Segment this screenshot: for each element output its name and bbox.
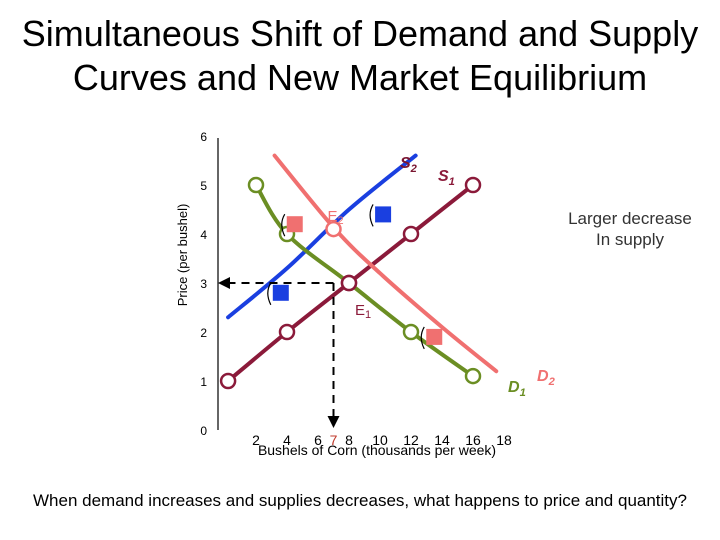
x-tick-label: 7 bbox=[330, 432, 338, 448]
equilibrium-label: E1 bbox=[355, 302, 371, 321]
shift-arrow-box bbox=[272, 284, 289, 301]
y-tick-label: 2 bbox=[200, 326, 207, 340]
y-tick-label: 3 bbox=[200, 277, 207, 291]
x-tick-label: 4 bbox=[283, 432, 291, 448]
data-point bbox=[402, 323, 420, 341]
equilibrium-point bbox=[340, 274, 358, 292]
x-tick-label: 6 bbox=[314, 432, 322, 448]
x-tick-label: 18 bbox=[496, 432, 512, 448]
price-guide-arrowhead bbox=[218, 277, 230, 289]
y-tick-label: 5 bbox=[200, 179, 207, 193]
shift-arrow-tail bbox=[369, 204, 374, 227]
x-axis-label: Bushels of Corn (thousands per week) bbox=[258, 442, 496, 458]
shift-arrow-tail bbox=[267, 282, 272, 306]
shift-arrow-tail bbox=[281, 213, 286, 237]
curve-label-s2: S2 bbox=[400, 155, 418, 175]
y-tick-label: 0 bbox=[200, 424, 207, 438]
x-tick-label: 12 bbox=[403, 432, 419, 448]
y-axis-label: Price (per bushel) bbox=[175, 204, 190, 307]
annotation-note: Larger decrease In supply bbox=[540, 208, 720, 250]
title-line-2: Curves and New Market Equilibrium bbox=[72, 57, 648, 98]
y-tick-label: 6 bbox=[200, 130, 207, 144]
curve-label-s1: S1 bbox=[438, 168, 455, 188]
curve-label-d2: D2 bbox=[537, 368, 556, 388]
title-line-1: Simultaneous Shift of Demand and Supply bbox=[21, 13, 699, 54]
x-tick-label: 8 bbox=[345, 432, 353, 448]
chart-title: Simultaneous Shift of Demand and Supply … bbox=[0, 12, 720, 100]
note-line-2: In supply bbox=[595, 230, 665, 249]
y-tick-label: 1 bbox=[200, 375, 207, 389]
curve-d2 bbox=[272, 153, 499, 374]
curve-d1 bbox=[254, 183, 475, 379]
x-tick-label: 2 bbox=[252, 432, 260, 448]
x-tick-label: 14 bbox=[434, 432, 450, 448]
shift-arrow-box bbox=[426, 328, 443, 345]
curve-s2 bbox=[226, 153, 418, 320]
x-tick-label: 16 bbox=[465, 432, 481, 448]
note-line-1: Larger decrease bbox=[568, 209, 692, 228]
data-point bbox=[464, 176, 482, 194]
curve-label-d1: D1 bbox=[508, 379, 526, 399]
shift-arrow-tail bbox=[420, 326, 425, 350]
data-point bbox=[402, 225, 420, 243]
quantity-guide-arrowhead bbox=[327, 416, 340, 428]
data-point bbox=[247, 176, 265, 194]
question-text: When demand increases and supplies decre… bbox=[33, 491, 687, 510]
shift-arrow-box bbox=[286, 216, 303, 233]
equilibrium-point bbox=[325, 220, 342, 238]
data-point bbox=[278, 323, 296, 341]
x-tick-label: 10 bbox=[372, 432, 388, 448]
data-point bbox=[219, 372, 237, 390]
y-tick-label: 4 bbox=[200, 228, 207, 242]
data-point bbox=[464, 367, 482, 385]
shift-arrow-box bbox=[375, 206, 392, 223]
equilibrium-label: E2 bbox=[328, 208, 344, 227]
